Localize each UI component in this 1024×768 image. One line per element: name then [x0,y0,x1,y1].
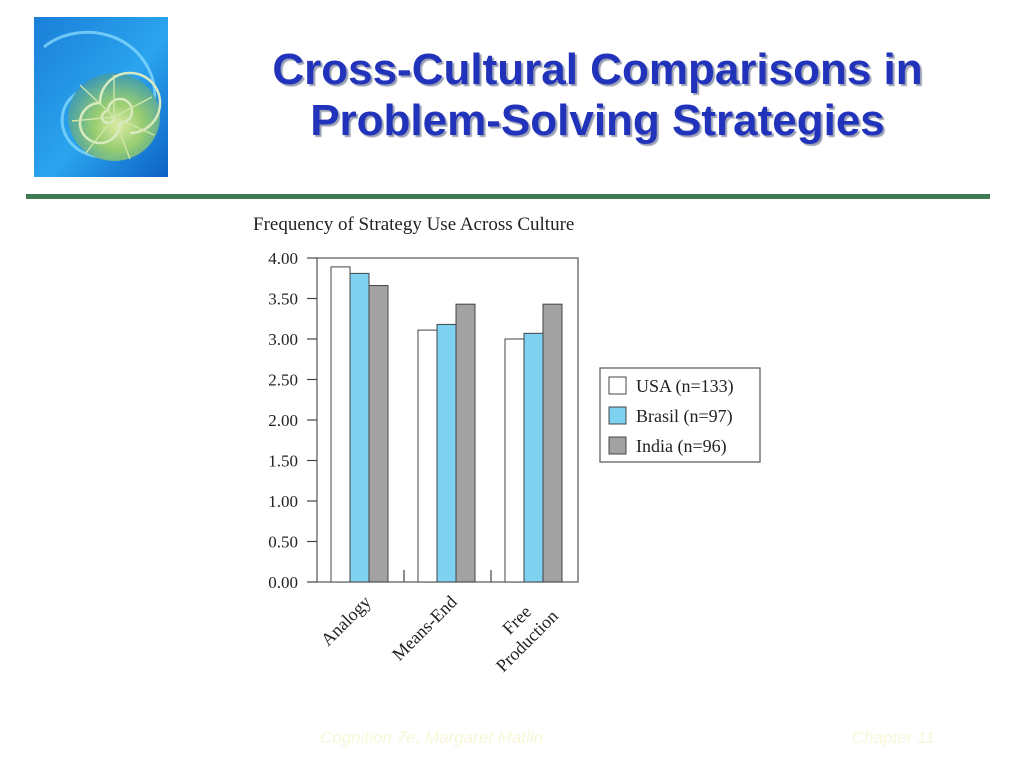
legend-swatch [608,376,627,395]
bar-free-production-1 [504,338,525,583]
y-tick-label: 0.50 [268,533,298,552]
legend-box [599,367,761,463]
y-tick-label: 1.00 [268,492,298,511]
legend-label: USA (n=133) [636,376,734,397]
y-tick-label: 2.50 [268,371,298,390]
chart-title: Frequency of Strategy Use Across Culture [253,214,574,235]
y-tick-label: 3.00 [268,330,298,349]
slide-title-line-1: Cross-Cultural Comparisons in [272,45,923,94]
title-divider [26,194,990,199]
y-tick-label: 1.50 [268,452,298,471]
bar-analogy-3 [368,285,389,583]
y-tick-label: 0.00 [268,573,298,592]
x-category-label: Means-End [388,592,461,665]
bar-means-end-2 [436,323,457,583]
bar-chart: Frequency of Strategy Use Across Culture… [253,214,761,676]
bar-free-production-2 [523,332,544,583]
slide-title-line-2: Problem-Solving Strategies [310,96,885,145]
legend-label: Brasil (n=97) [636,406,733,427]
y-tick-label: 2.00 [268,411,298,430]
bar-means-end-3 [455,303,476,583]
bar-analogy-1 [330,266,351,583]
footer-book-credit: Cognition 7e, Margaret Matlin [320,728,544,747]
slide-title: Cross-Cultural Comparisons in Problem-So… [180,44,1015,146]
y-tick-label: 3.50 [268,290,298,309]
y-tick-label: 4.00 [268,249,298,268]
x-category-label: Analogy [317,592,375,650]
x-category-label: FreeProduction [476,590,562,676]
legend-swatch [608,436,627,455]
footer-chapter: Chapter 11 [852,728,935,747]
legend-swatch [608,406,627,425]
nautilus-shell-icon [34,17,168,177]
bar-free-production-3 [542,303,563,583]
legend-label: India (n=96) [636,436,727,457]
bar-analogy-2 [349,272,370,583]
bar-means-end-1 [417,329,438,583]
